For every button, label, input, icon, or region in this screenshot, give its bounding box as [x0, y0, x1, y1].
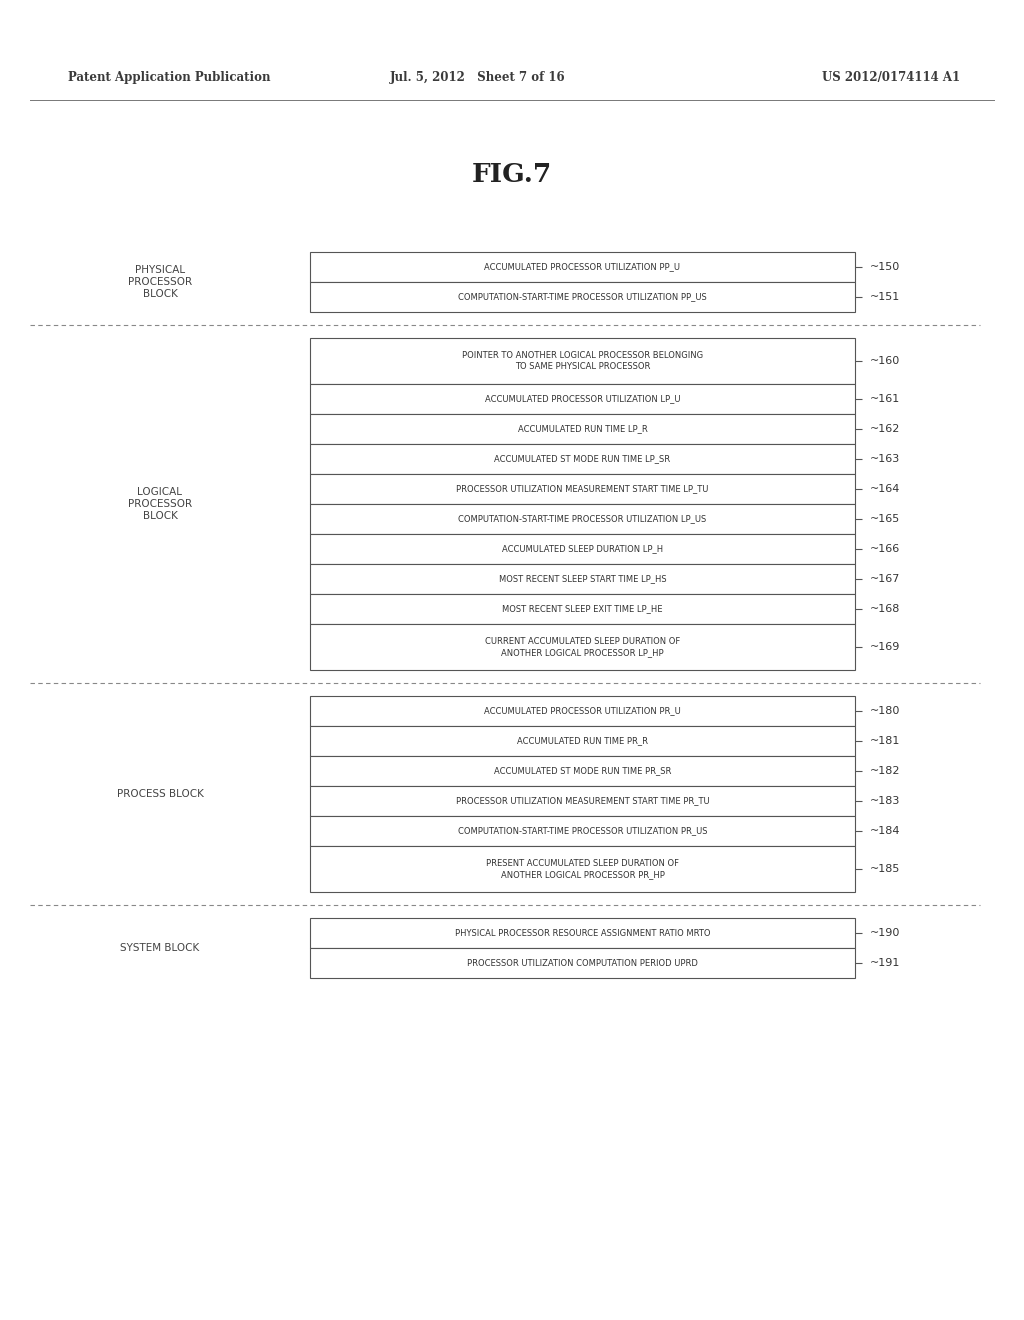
- Bar: [310, 338, 855, 384]
- Text: ACCUMULATED SLEEP DURATION LP_H: ACCUMULATED SLEEP DURATION LP_H: [502, 544, 664, 553]
- Text: ~190: ~190: [870, 928, 900, 939]
- Text: ~169: ~169: [870, 642, 900, 652]
- Text: ~165: ~165: [870, 513, 900, 524]
- Bar: [310, 282, 855, 312]
- Text: ~183: ~183: [870, 796, 900, 807]
- Bar: [310, 785, 855, 816]
- Bar: [310, 948, 855, 978]
- Text: ~181: ~181: [870, 737, 900, 746]
- Text: ACCUMULATED PROCESSOR UTILIZATION PP_U: ACCUMULATED PROCESSOR UTILIZATION PP_U: [484, 263, 681, 272]
- Text: ~184: ~184: [870, 826, 900, 836]
- Text: PHYSICAL PROCESSOR RESOURCE ASSIGNMENT RATIO MRTO: PHYSICAL PROCESSOR RESOURCE ASSIGNMENT R…: [455, 928, 711, 937]
- Text: CURRENT ACCUMULATED SLEEP DURATION OF
ANOTHER LOGICAL PROCESSOR LP_HP: CURRENT ACCUMULATED SLEEP DURATION OF AN…: [485, 638, 680, 657]
- Text: ~164: ~164: [870, 484, 900, 494]
- Text: US 2012/0174114 A1: US 2012/0174114 A1: [822, 71, 961, 84]
- Text: PHYSICAL
PROCESSOR
BLOCK: PHYSICAL PROCESSOR BLOCK: [128, 265, 193, 298]
- Text: PROCESS BLOCK: PROCESS BLOCK: [117, 789, 204, 799]
- Text: ACCUMULATED PROCESSOR UTILIZATION PR_U: ACCUMULATED PROCESSOR UTILIZATION PR_U: [484, 706, 681, 715]
- Text: ~150: ~150: [870, 261, 900, 272]
- Text: COMPUTATION-START-TIME PROCESSOR UTILIZATION PP_US: COMPUTATION-START-TIME PROCESSOR UTILIZA…: [458, 293, 707, 301]
- Text: ~185: ~185: [870, 865, 900, 874]
- Text: COMPUTATION-START-TIME PROCESSOR UTILIZATION LP_US: COMPUTATION-START-TIME PROCESSOR UTILIZA…: [459, 515, 707, 524]
- Text: MOST RECENT SLEEP START TIME LP_HS: MOST RECENT SLEEP START TIME LP_HS: [499, 574, 667, 583]
- Bar: [310, 756, 855, 785]
- Text: ~166: ~166: [870, 544, 900, 554]
- Text: ACCUMULATED ST MODE RUN TIME PR_SR: ACCUMULATED ST MODE RUN TIME PR_SR: [494, 767, 671, 776]
- Bar: [310, 504, 855, 535]
- Text: COMPUTATION-START-TIME PROCESSOR UTILIZATION PR_US: COMPUTATION-START-TIME PROCESSOR UTILIZA…: [458, 826, 708, 836]
- Text: ACCUMULATED PROCESSOR UTILIZATION LP_U: ACCUMULATED PROCESSOR UTILIZATION LP_U: [484, 395, 680, 404]
- Text: PROCESSOR UTILIZATION MEASUREMENT START TIME PR_TU: PROCESSOR UTILIZATION MEASUREMENT START …: [456, 796, 710, 805]
- Text: ~151: ~151: [870, 292, 900, 302]
- Bar: [310, 726, 855, 756]
- Bar: [310, 414, 855, 444]
- Text: LOGICAL
PROCESSOR
BLOCK: LOGICAL PROCESSOR BLOCK: [128, 487, 193, 520]
- Bar: [310, 846, 855, 892]
- Text: Patent Application Publication: Patent Application Publication: [68, 71, 270, 84]
- Text: ~168: ~168: [870, 605, 900, 614]
- Bar: [310, 252, 855, 282]
- Text: ACCUMULATED ST MODE RUN TIME LP_SR: ACCUMULATED ST MODE RUN TIME LP_SR: [495, 454, 671, 463]
- Bar: [310, 564, 855, 594]
- Bar: [310, 474, 855, 504]
- Text: ~180: ~180: [870, 706, 900, 715]
- Text: ACCUMULATED RUN TIME PR_R: ACCUMULATED RUN TIME PR_R: [517, 737, 648, 746]
- Text: PROCESSOR UTILIZATION MEASUREMENT START TIME LP_TU: PROCESSOR UTILIZATION MEASUREMENT START …: [457, 484, 709, 494]
- Text: SYSTEM BLOCK: SYSTEM BLOCK: [121, 942, 200, 953]
- Bar: [310, 917, 855, 948]
- Text: ~162: ~162: [870, 424, 900, 434]
- Text: POINTER TO ANOTHER LOGICAL PROCESSOR BELONGING
TO SAME PHYSICAL PROCESSOR: POINTER TO ANOTHER LOGICAL PROCESSOR BEL…: [462, 351, 703, 371]
- Text: MOST RECENT SLEEP EXIT TIME LP_HE: MOST RECENT SLEEP EXIT TIME LP_HE: [502, 605, 663, 614]
- Text: ~160: ~160: [870, 356, 900, 366]
- Bar: [310, 594, 855, 624]
- Text: ~167: ~167: [870, 574, 900, 583]
- Bar: [310, 816, 855, 846]
- Text: ACCUMULATED RUN TIME LP_R: ACCUMULATED RUN TIME LP_R: [517, 425, 647, 433]
- Text: Jul. 5, 2012   Sheet 7 of 16: Jul. 5, 2012 Sheet 7 of 16: [390, 71, 565, 84]
- Text: ~182: ~182: [870, 766, 900, 776]
- Bar: [310, 624, 855, 671]
- Text: FIG.7: FIG.7: [472, 162, 552, 187]
- Bar: [310, 696, 855, 726]
- Bar: [310, 444, 855, 474]
- Bar: [310, 535, 855, 564]
- Text: PRESENT ACCUMULATED SLEEP DURATION OF
ANOTHER LOGICAL PROCESSOR PR_HP: PRESENT ACCUMULATED SLEEP DURATION OF AN…: [486, 859, 679, 879]
- Text: ~161: ~161: [870, 393, 900, 404]
- Bar: [310, 384, 855, 414]
- Text: ~163: ~163: [870, 454, 900, 465]
- Text: PROCESSOR UTILIZATION COMPUTATION PERIOD UPRD: PROCESSOR UTILIZATION COMPUTATION PERIOD…: [467, 958, 698, 968]
- Text: ~191: ~191: [870, 958, 900, 968]
